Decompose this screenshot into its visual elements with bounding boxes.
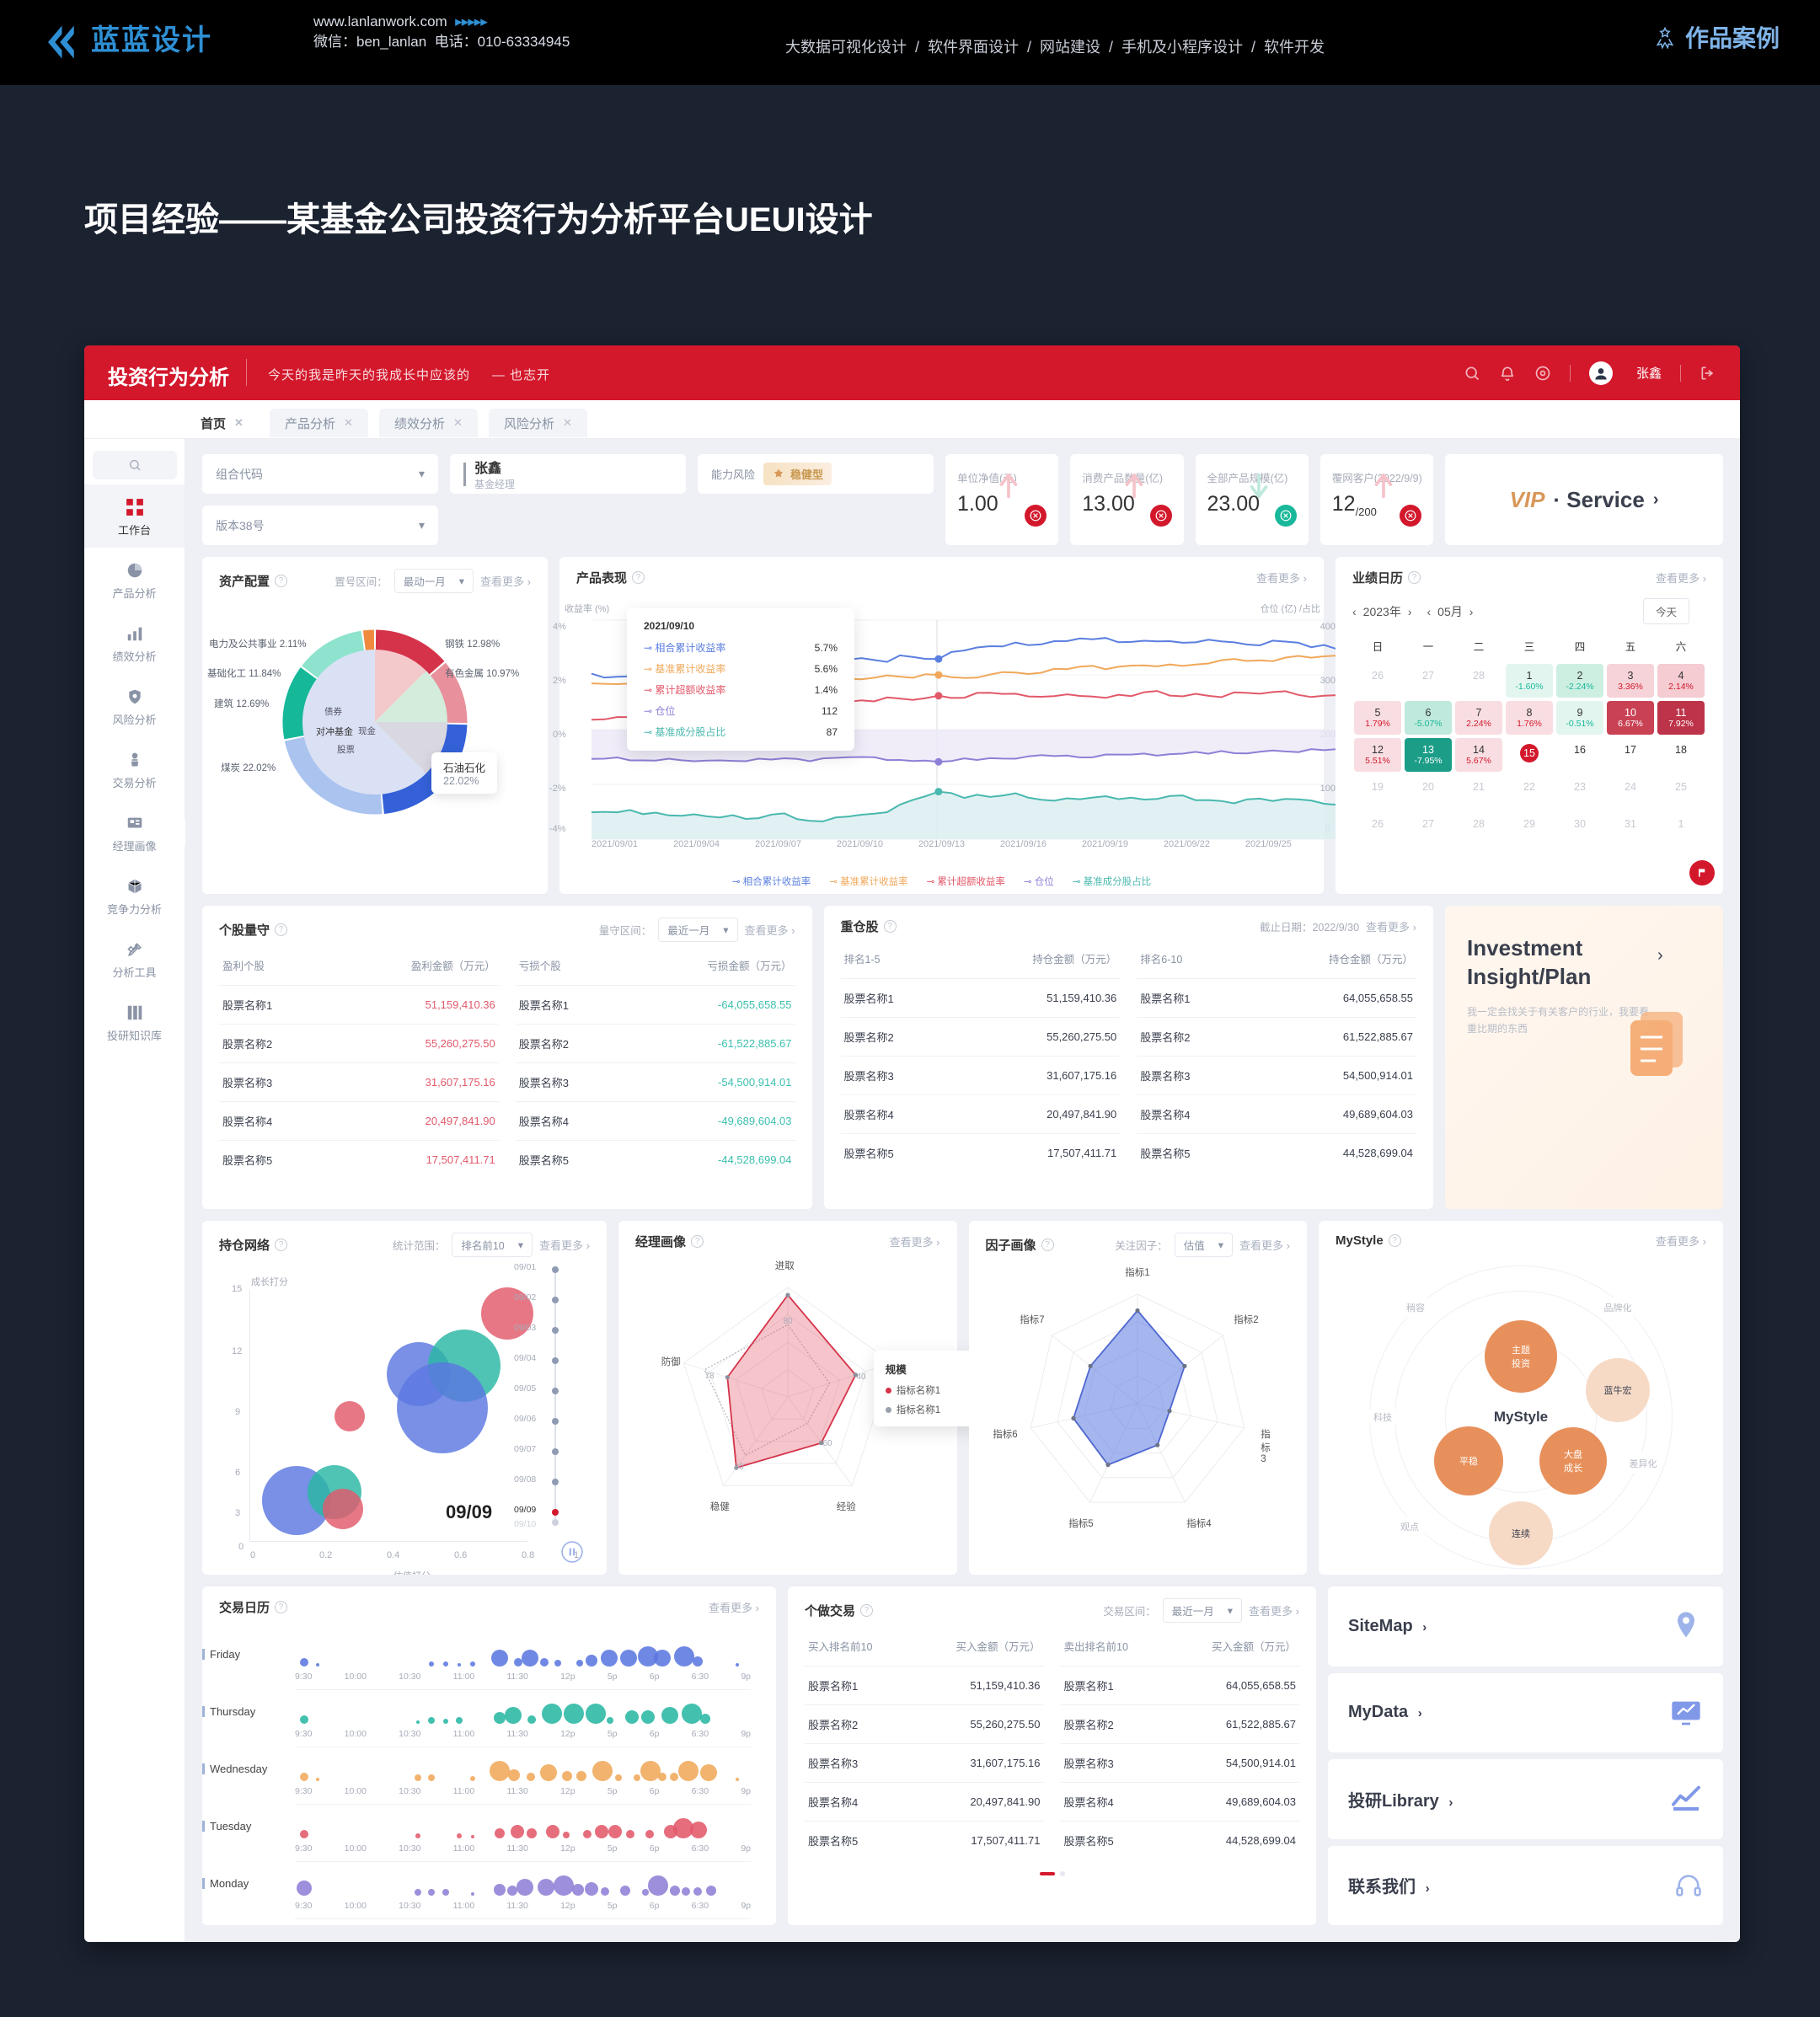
svg-text:80: 80 <box>783 1317 793 1326</box>
svg-text:40: 40 <box>856 1372 866 1382</box>
svg-text:80: 80 <box>734 1463 744 1472</box>
svg-text:78: 78 <box>704 1372 715 1381</box>
svg-text:60: 60 <box>822 1439 832 1448</box>
